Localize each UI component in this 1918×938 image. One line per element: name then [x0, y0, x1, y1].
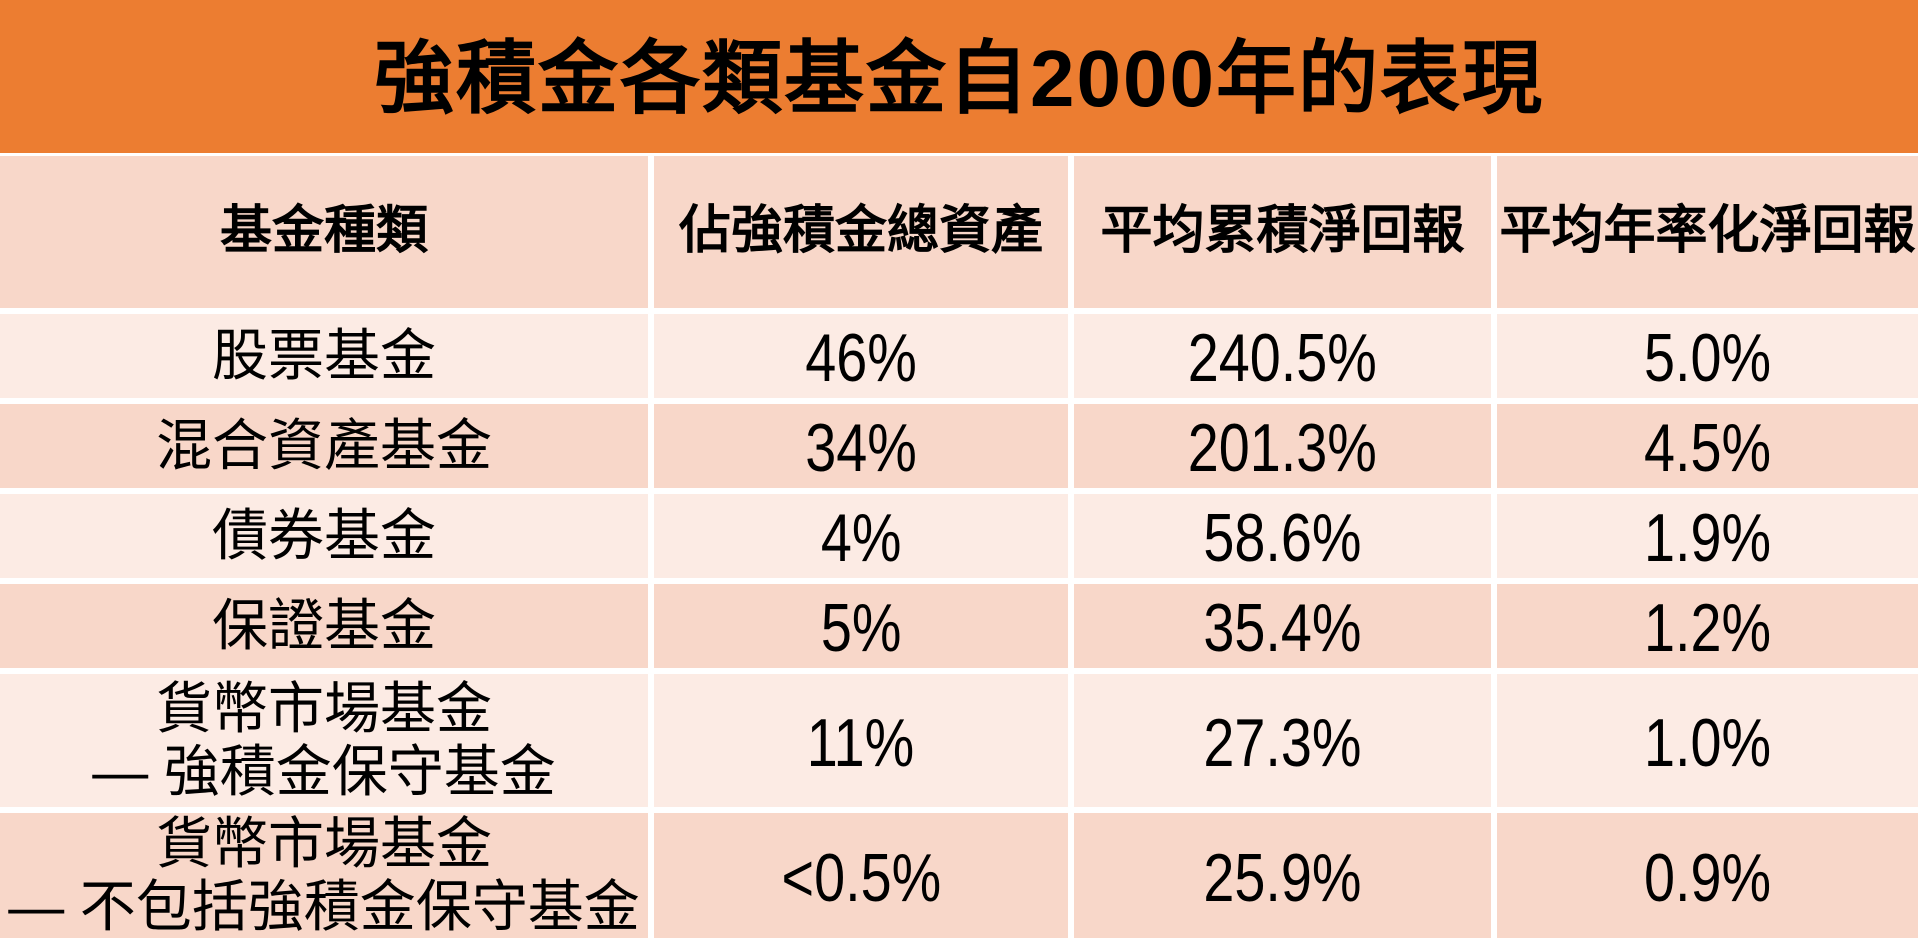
col-header-annualized-return: 平均年率化淨回報 [1497, 156, 1918, 308]
table-header-row: 基金種類 佔強積金總資產 平均累積淨回報 平均年率化淨回報 [0, 156, 1918, 308]
cell-annualized-return: 0.9% [1497, 813, 1918, 938]
fund-performance-table: 基金種類 佔強積金總資產 平均累積淨回報 平均年率化淨回報 股票基金 46% 2… [0, 156, 1918, 938]
cumulative-return-value: 27.3% [1203, 704, 1362, 781]
fund-name-line: 債券基金 [212, 503, 436, 567]
title-bar: 強積金各類基金自2000年的表現 [0, 0, 1918, 153]
cumulative-return-value: 35.4% [1203, 590, 1362, 666]
cell-annualized-return: 1.9% [1497, 494, 1918, 578]
col-header-cumulative-return: 平均累積淨回報 [1074, 156, 1491, 308]
cumulative-return-value: 240.5% [1187, 320, 1378, 396]
cell-asset-share: 11% [654, 674, 1068, 807]
fund-name-line: 股票基金 [212, 323, 436, 387]
table-row-guaranteed-fund: 保證基金 5% 35.4% 1.2% [0, 584, 1918, 668]
cell-fund-name: 股票基金 [0, 314, 648, 398]
asset-share-value: <0.5% [781, 839, 941, 916]
cell-cumulative-return: 201.3% [1074, 404, 1491, 488]
asset-share-value: 5% [820, 590, 902, 666]
fund-name-line: 保證基金 [212, 593, 436, 657]
fund-name-line: 混合資產基金 [156, 413, 492, 477]
table-row-equity-fund: 股票基金 46% 240.5% 5.0% [0, 314, 1918, 398]
annualized-return-value: 4.5% [1643, 410, 1772, 486]
cumulative-return-value: 25.9% [1203, 839, 1362, 916]
cell-fund-name: 債券基金 [0, 494, 648, 578]
cell-fund-name: 混合資產基金 [0, 404, 648, 488]
fund-name-line: 貨幣市場基金 [156, 813, 492, 875]
cell-cumulative-return: 25.9% [1074, 813, 1491, 938]
asset-share-value: 34% [805, 410, 917, 486]
table-row-bond-fund: 債券基金 4% 58.6% 1.9% [0, 494, 1918, 578]
cell-annualized-return: 5.0% [1497, 314, 1918, 398]
col-header-asset-share: 佔強積金總資產 [654, 156, 1068, 308]
annualized-return-value: 0.9% [1643, 839, 1772, 916]
asset-share-value: 11% [807, 704, 915, 781]
page-title: 強積金各類基金自2000年的表現 [374, 33, 1544, 123]
cell-cumulative-return: 27.3% [1074, 674, 1491, 807]
cumulative-return-value: 201.3% [1187, 410, 1378, 486]
cell-asset-share: 5% [654, 584, 1068, 668]
cell-asset-share: <0.5% [654, 813, 1068, 938]
cell-annualized-return: 4.5% [1497, 404, 1918, 488]
fund-name-line: 貨幣市場基金 [156, 676, 492, 740]
cell-fund-name: 保證基金 [0, 584, 648, 668]
cell-cumulative-return: 35.4% [1074, 584, 1491, 668]
cell-cumulative-return: 58.6% [1074, 494, 1491, 578]
cumulative-return-value: 58.6% [1203, 500, 1362, 576]
annualized-return-value: 1.2% [1643, 590, 1772, 666]
cell-fund-name: 貨幣市場基金 — 強積金保守基金 [0, 674, 648, 807]
cell-cumulative-return: 240.5% [1074, 314, 1491, 398]
cell-asset-share: 4% [654, 494, 1068, 578]
fund-name-line: — 不包括強積金保守基金 [8, 874, 640, 938]
cell-asset-share: 46% [654, 314, 1068, 398]
cell-asset-share: 34% [654, 404, 1068, 488]
annualized-return-value: 5.0% [1643, 320, 1772, 396]
annualized-return-value: 1.0% [1643, 704, 1772, 781]
annualized-return-value: 1.9% [1643, 500, 1772, 576]
table-row-money-market-conservative-fund: 貨幣市場基金 — 強積金保守基金 11% 27.3% 1.0% [0, 674, 1918, 807]
cell-annualized-return: 1.0% [1497, 674, 1918, 807]
fund-name-line: — 強積金保守基金 [92, 739, 556, 803]
asset-share-value: 4% [820, 500, 902, 576]
table-row-mixed-assets-fund: 混合資產基金 34% 201.3% 4.5% [0, 404, 1918, 488]
cell-annualized-return: 1.2% [1497, 584, 1918, 668]
col-header-fund-type: 基金種類 [0, 156, 648, 308]
asset-share-value: 46% [805, 320, 917, 396]
table-row-money-market-non-conservative-fund: 貨幣市場基金 — 不包括強積金保守基金 <0.5% 25.9% 0.9% [0, 813, 1918, 938]
cell-fund-name: 貨幣市場基金 — 不包括強積金保守基金 [0, 813, 648, 938]
